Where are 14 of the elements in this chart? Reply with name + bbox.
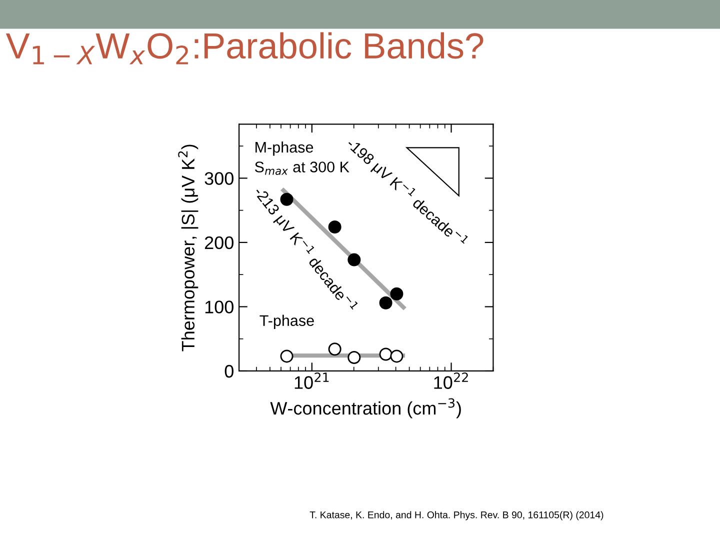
y-tick-label: 100 bbox=[205, 300, 234, 314]
annotation: S$_{max}$ at 300 K bbox=[254, 162, 350, 175]
x-tick-label: 10$^{21}$ bbox=[294, 372, 329, 389]
y-tick-label: 200 bbox=[204, 236, 234, 250]
y-axis-title: Thermopower, |S| (μV K$^{2}$) bbox=[178, 144, 198, 352]
chart-title: V$_{1−X}$W$_{x}$O$_{2}$:Parabolic Bands? bbox=[6, 32, 484, 64]
text: T. Katase, K. Endo, and H. Ohta. Phys. Rev. B 90, 161105(R) (2014) bbox=[310, 511, 604, 520]
y-tick-label: 300 bbox=[204, 172, 234, 185]
x-axis-title: W-concentration (cm$^{−3}$) bbox=[270, 398, 461, 418]
annotation: -213 μV K$^{−1}$ decade$^{−1}$ bbox=[256, 190, 359, 310]
x-tick-label: 10$^{22}$ bbox=[434, 372, 468, 389]
y-tick-label: 0 bbox=[224, 364, 234, 378]
annotation: T-phase bbox=[260, 314, 314, 330]
annotation: M-phase bbox=[256, 141, 314, 156]
